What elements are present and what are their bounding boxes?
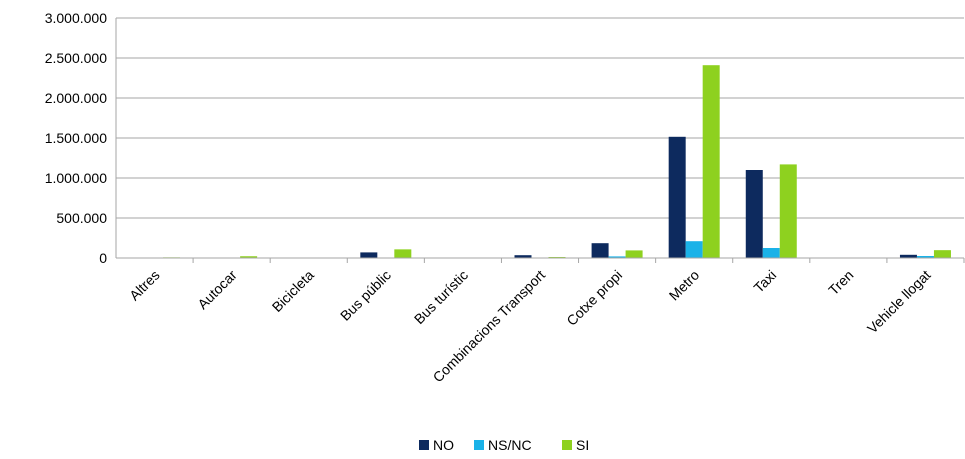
gridlines [116, 17, 964, 219]
bar-si [625, 250, 643, 258]
x-tick-label: Bicicleta [269, 267, 317, 315]
x-tick-label: Autocar [194, 267, 240, 313]
x-tick-label: Bus turístic [411, 267, 471, 327]
x-tick-label: Cotxe propi [563, 267, 625, 329]
x-tick-label: Taxi [750, 267, 779, 296]
bar-ns-nc [762, 248, 780, 258]
bar-si [779, 164, 797, 258]
bar-si [394, 249, 412, 258]
x-axis-ticks: Altres Autocar Bicicleta Bus públic Bus turí… [126, 267, 934, 386]
y-tick-label: 1.500.000 [45, 130, 107, 146]
legend-swatch [474, 440, 484, 450]
bar-no [745, 170, 763, 258]
bar-ns-nc [916, 256, 934, 258]
bar-ns-nc [608, 256, 626, 258]
x-tick-label: Vehicle llogat [864, 267, 934, 337]
legend-label: NO [433, 437, 454, 453]
bar-si [240, 256, 258, 258]
bar-si [933, 250, 951, 258]
y-tick-label: 3.000.000 [45, 10, 107, 26]
x-tick-label: Altres [126, 267, 163, 304]
y-tick-label: 2.500.000 [45, 50, 107, 66]
bar-no [668, 136, 686, 258]
bar-no [591, 243, 609, 258]
legend-label: NS/NC [488, 437, 532, 453]
bar-no [899, 254, 917, 258]
legend-swatch [562, 440, 572, 450]
bar-ns-nc [685, 241, 703, 258]
axes [115, 18, 965, 263]
y-tick-label: 1.000.000 [45, 170, 107, 186]
y-tick-label: 0 [99, 250, 107, 266]
y-axis-ticks: 0 500.000 1.000.000 1.500.000 2.000.000 2.500… [45, 10, 108, 266]
legend-label: SI [576, 437, 589, 453]
legend-swatch [419, 440, 429, 450]
x-tick-label: Bus públic [337, 267, 394, 324]
bar-no [360, 252, 378, 258]
x-tick-label: Metro [666, 267, 703, 304]
bars [163, 65, 951, 258]
legend: NO NS/NC SI [419, 437, 589, 453]
y-tick-label: 500.000 [56, 210, 107, 226]
x-tick-label: Tren [825, 267, 856, 298]
bar-si [702, 65, 720, 258]
y-tick-label: 2.000.000 [45, 90, 107, 106]
bar-no [514, 255, 532, 258]
